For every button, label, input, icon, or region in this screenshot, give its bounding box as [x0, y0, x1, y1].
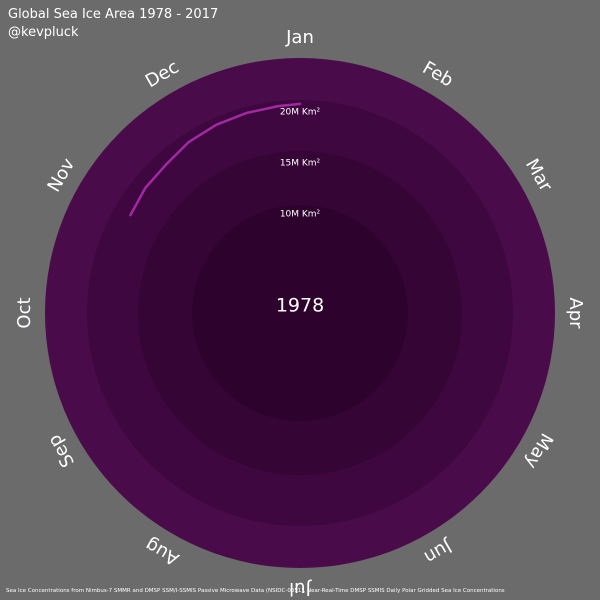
month-label-dec: Dec: [142, 57, 183, 93]
month-label-sep: Sep: [44, 431, 79, 471]
month-label-mar: Mar: [521, 155, 556, 195]
month-label-aug: Aug: [142, 534, 183, 570]
center-year-label: 1978: [276, 295, 324, 317]
chart-title: Global Sea Ice Area 1978 - 2017: [8, 7, 219, 22]
series-line-0: [129, 102, 302, 217]
radial-labels: 20M Km² 15M Km² 10M Km²: [280, 108, 321, 220]
month-label-nov: Nov: [44, 154, 80, 195]
source-footnote: Sea Ice Concentrations from Nimbus-7 SMM…: [6, 588, 505, 594]
center-disc: [192, 205, 408, 421]
month-label-feb: Feb: [419, 57, 457, 91]
month-label-jun: Jun: [420, 535, 456, 568]
month-label-oct: Oct: [14, 297, 35, 328]
radial-label-10: 10M Km²: [280, 210, 321, 220]
month-label-apr: Apr: [565, 297, 586, 329]
series-group: [129, 102, 302, 217]
author-handle: @kevpluck: [8, 25, 79, 40]
month-label-jan: Jan: [285, 27, 314, 48]
radial-label-20: 20M Km²: [280, 108, 321, 118]
radial-label-15: 15M Km²: [280, 159, 321, 169]
month-label-may: May: [520, 429, 557, 472]
month-label-jul: Jul: [289, 578, 312, 599]
